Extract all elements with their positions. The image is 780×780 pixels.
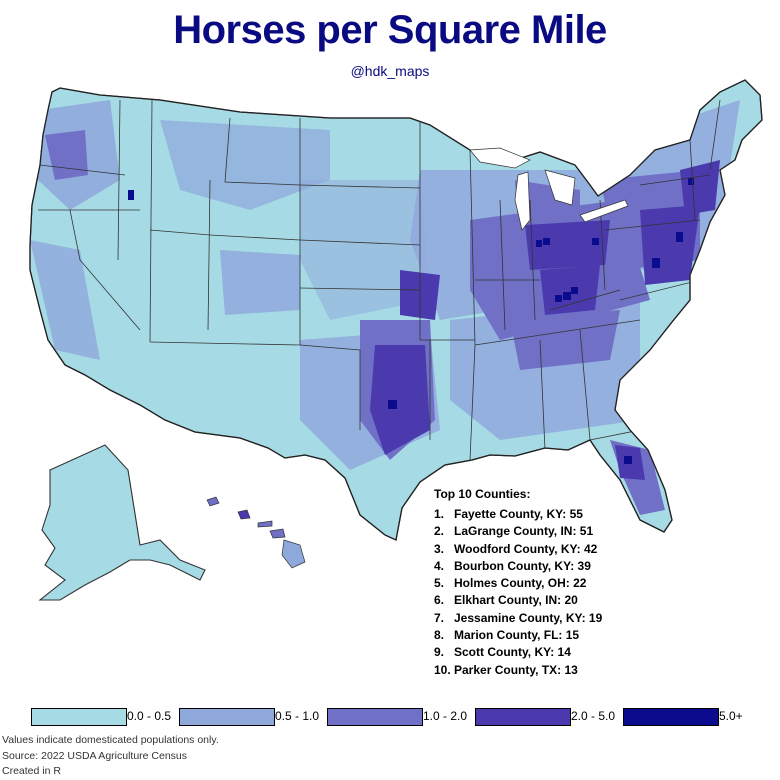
region-rockies-low (160, 120, 330, 210)
top10-row: 7. Jessamine County, KY: 19 (434, 610, 602, 627)
top10-rank: 3. (434, 541, 445, 556)
hawaii-kauai (206, 496, 220, 507)
note-created: Created in R (2, 765, 61, 777)
county-elkhart-in (536, 240, 542, 247)
author-handle: @hdk_maps (350, 63, 430, 79)
top10-rank: 2. (434, 524, 445, 539)
alaska (38, 444, 206, 601)
lake-huron (544, 169, 576, 206)
top10-text: Bourbon County, KY: 39 (454, 558, 591, 573)
hawaii-big-island (281, 539, 306, 569)
county-holmes-oh (592, 238, 599, 245)
region-california-low (30, 240, 100, 360)
legend-label: 0.5 - 1.0 (275, 709, 320, 723)
top10-text: Jessamine County, KY: 19 (454, 610, 603, 625)
state-borders (38, 99, 721, 461)
legend-swatch (475, 708, 571, 726)
top10-text: Marion County, FL: 15 (454, 628, 580, 643)
top10-row: 2. LaGrange County, IN: 51 (434, 523, 602, 540)
top10-row: 5. Holmes County, OH: 22 (434, 575, 602, 592)
top10-text: Woodford County, KY: 42 (454, 541, 598, 556)
top10-rank: 6. (434, 593, 445, 608)
top10-row: 6. Elkhart County, IN: 20 (434, 592, 602, 609)
alaska-inner-border (127, 469, 141, 546)
top10-rank: 8. (434, 628, 445, 643)
county-lagrange-in (543, 238, 550, 245)
footnotes: Values indicate domesticated populations… (2, 733, 219, 780)
hawaii-oahu (237, 509, 251, 520)
top10-row: 4. Bourbon County, KY: 39 (434, 558, 602, 575)
region-tennessee-mid (510, 310, 620, 370)
lake-superior (469, 147, 531, 169)
legend-label: 1.0 - 2.0 (423, 709, 468, 723)
top10-text: Holmes County, OH: 22 (454, 576, 587, 591)
top10-text: Scott County, KY: 14 (454, 645, 571, 660)
note-source: Source: 2022 USDA Agriculture Census (2, 749, 188, 762)
top10-row: 8. Marion County, FL: 15 (434, 627, 602, 644)
county-parker-tx (388, 400, 397, 409)
region-new-england-high (680, 160, 720, 215)
hawaii-maui (269, 528, 286, 539)
top10-text: Parker County, TX: 13 (454, 662, 578, 677)
top10-text: Fayette County, KY: 55 (454, 507, 583, 521)
top10-rank: 10. (434, 662, 451, 677)
top10-rank: 9. (434, 645, 445, 660)
top10-heading: Top 10 Counties: (434, 487, 531, 501)
top10-row: 3. Woodford County, KY: 42 (434, 541, 602, 558)
top10-rank: 4. (434, 558, 445, 573)
lake-michigan (514, 171, 531, 231)
county-fayette-ky (563, 292, 571, 300)
note-domesticated: Values indicate domesticated populations… (2, 734, 219, 746)
top10-row: 9. Scott County, KY: 14 (434, 644, 602, 661)
top10-rank: 7. (434, 610, 445, 625)
hawaii-molokai (257, 520, 273, 528)
region-kentucky-high (540, 265, 600, 315)
legend-label: 2.0 - 5.0 (571, 709, 616, 723)
county-marion-fl (624, 456, 632, 464)
top10-rank: 5. (434, 576, 445, 591)
top10-rank: 1. (434, 507, 445, 521)
county-woodford-ky (555, 295, 562, 302)
region-colorado-low (220, 250, 300, 315)
legend-swatch (179, 708, 275, 726)
county-nj-east (676, 232, 683, 242)
region-ohio-indiana-high (525, 220, 610, 270)
legend-swatch (31, 708, 127, 726)
region-dfw-high (370, 345, 430, 455)
legend-label: 5.0+ (719, 709, 743, 723)
lake-erie (579, 199, 629, 223)
top10-text: Elkhart County, IN: 20 (454, 593, 578, 608)
region-plains-low (300, 180, 430, 320)
top10-text: LaGrange County, IN: 51 (454, 524, 594, 539)
legend-label: 0.0 - 0.5 (127, 709, 172, 723)
county-lancaster-pa (652, 258, 660, 268)
county-bourbon-ky (571, 287, 578, 294)
map-title: Horses per Square Mile (173, 8, 607, 52)
top-10-counties: Top 10 Counties: 1. Fayette County, KY: 5… (434, 487, 602, 679)
top10-row: 1. Fayette County, KY: 55 (434, 506, 602, 523)
top10-row: 10. Parker County, TX: 13 (434, 662, 602, 679)
us-outline (29, 79, 763, 541)
legend-swatch (623, 708, 719, 726)
county-ct-east (688, 178, 694, 185)
legend-swatch (327, 708, 423, 726)
county-idaho-east (128, 190, 134, 200)
region-willamette-mid (45, 130, 88, 180)
